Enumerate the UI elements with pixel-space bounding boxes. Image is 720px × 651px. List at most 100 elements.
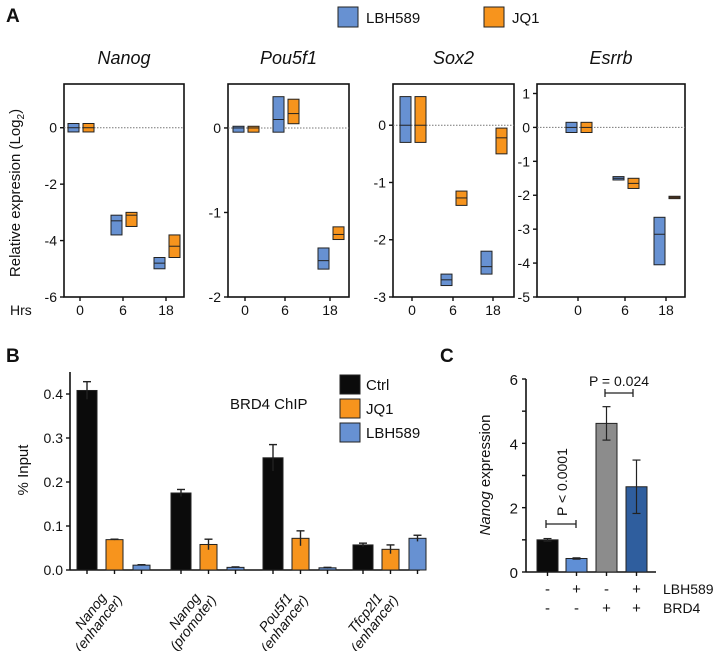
legend-swatch-lbh589	[337, 6, 359, 28]
legend-label-jq1: JQ1	[512, 10, 540, 27]
bar-ctrl	[76, 389, 98, 571]
x-tick-label: 0	[76, 302, 84, 318]
subplot-nanog: Nanog 0 -2 -4 -6 0 6 18	[45, 48, 185, 318]
legend-swatch-jq1	[483, 6, 505, 28]
y-tick-label: -2	[518, 187, 531, 203]
y-tick-label: -4	[45, 233, 58, 249]
legend-label-lbh589: LBH589	[366, 10, 420, 27]
panel-label-c: C	[440, 346, 454, 367]
panel-label-b: B	[6, 346, 20, 367]
plot-frame	[227, 83, 350, 298]
floating-bar-lbh589	[110, 214, 123, 236]
y-tick-label: 0	[378, 117, 386, 133]
bar	[595, 422, 618, 573]
chart-title-b: BRD4 ChIP	[230, 396, 308, 413]
subplot-title: Pou5f1	[260, 48, 317, 68]
y-tick-label: -5	[518, 289, 531, 305]
x-tick-label: 6	[621, 302, 629, 318]
y-tick-label: 0	[49, 120, 57, 136]
x-tick-label: 18	[322, 302, 338, 318]
floating-bar-lbh589	[317, 247, 330, 270]
legend-swatch-ctrl	[339, 374, 361, 395]
condition-label-lbh589: LBH589	[663, 581, 714, 597]
y-tick-label: -4	[518, 255, 531, 271]
y-tick-label: -6	[45, 289, 58, 305]
y-tick-label: -1	[209, 204, 222, 220]
floating-bar-jq1	[247, 125, 260, 133]
x-tick-label: 6	[119, 302, 127, 318]
condition-label-brd4: BRD4	[663, 600, 701, 616]
floating-bar-jq1	[287, 98, 300, 125]
subplot-sox2: Sox2 0 -1 -2 -3 0 6 18	[374, 48, 515, 318]
x-axis-label-hrs: Hrs	[10, 302, 32, 318]
bar-jq1	[105, 539, 124, 571]
floating-bar-jq1	[495, 127, 508, 155]
bar-lbh589	[408, 537, 427, 571]
subplot-title: Nanog	[97, 48, 150, 68]
legend-label-jq1: JQ1	[366, 401, 394, 418]
condition-sign: -	[545, 600, 550, 617]
y-tick-label: 1	[522, 85, 530, 101]
y-tick-label: 0	[510, 565, 518, 582]
floating-bar-jq1	[332, 226, 345, 241]
legend-label-ctrl: Ctrl	[366, 377, 389, 394]
panel-c: 0 2 4 6 Nanog expression - - + - - + + + LBH589 BRD4 P …	[477, 372, 714, 617]
y-tick-label: -3	[518, 221, 531, 237]
condition-sign: +	[602, 600, 611, 617]
bar-ctrl	[262, 457, 284, 571]
subplot-pou5f1: Pou5f1 0 -1 -2 0 6 18	[209, 48, 350, 318]
y-tick-label: 0	[522, 119, 530, 135]
y-tick-label: -2	[45, 176, 58, 192]
floating-bar-lbh589	[272, 96, 285, 133]
subplot-title: Esrrb	[589, 48, 632, 68]
floating-bar-lbh589	[480, 250, 493, 275]
condition-sign: -	[574, 600, 579, 617]
y-axis-label-a: Relative expresion (Log2)	[7, 109, 27, 277]
p-value-label: P = 0.024	[589, 373, 649, 389]
x-tick-label: 0	[241, 302, 249, 318]
floating-bar-jq1	[414, 96, 427, 143]
y-tick-label: -2	[209, 289, 222, 305]
bar-ctrl	[170, 492, 192, 571]
y-tick-label: -1	[518, 153, 531, 169]
floating-bar-lbh589	[653, 216, 666, 266]
legend-swatch-jq1	[339, 398, 361, 419]
bar-lbh589	[132, 564, 151, 571]
y-tick-label: 0.3	[44, 430, 64, 446]
panel-label-a: A	[6, 6, 20, 27]
x-tick-label: 0	[574, 302, 582, 318]
x-tick-label: 18	[658, 302, 674, 318]
y-tick-label: 0.0	[44, 562, 64, 578]
floating-bar-lbh589	[399, 96, 412, 143]
x-tick-label: 0	[408, 302, 416, 318]
condition-sign: -	[545, 581, 550, 598]
x-tick-label: 6	[281, 302, 289, 318]
y-tick-label: 4	[510, 436, 518, 453]
x-tick-label: 18	[485, 302, 501, 318]
p-value-label: P < 0.0001	[554, 448, 570, 516]
y-tick-label: 0.2	[44, 474, 64, 490]
bar	[565, 557, 588, 573]
floating-bar-lbh589	[232, 125, 245, 133]
y-tick-label: 0.4	[44, 386, 64, 402]
condition-sign: +	[572, 581, 581, 598]
condition-sign: +	[632, 600, 641, 617]
panel-a: LBH589 JQ1 Relative expresion (Log2) Hrs Nan…	[7, 6, 686, 318]
plot-frame	[536, 83, 686, 298]
subplot-esrrb: Esrrb 1 0 -1 -2 -3 -4 -5 0 6 18	[518, 48, 686, 318]
plot-frame	[63, 83, 185, 298]
floating-bar-jq1	[125, 211, 138, 227]
subplot-title: Sox2	[433, 48, 474, 68]
y-tick-label: 2	[510, 501, 518, 518]
y-tick-label: -3	[374, 289, 387, 305]
condition-sign: +	[632, 581, 641, 598]
y-axis-label-c: Nanog expression	[477, 415, 494, 536]
y-tick-label: 0.1	[44, 518, 64, 534]
y-tick-label: -1	[374, 174, 387, 190]
bar-ctrl	[352, 544, 374, 571]
legend-swatch-lbh589	[339, 422, 361, 443]
x-tick-label: 6	[449, 302, 457, 318]
x-tick-label: 18	[158, 302, 174, 318]
